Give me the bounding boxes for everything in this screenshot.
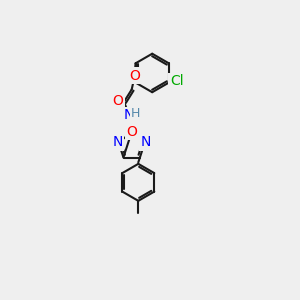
Text: N: N (140, 135, 151, 149)
Text: N: N (112, 135, 123, 149)
Text: Cl: Cl (170, 74, 183, 88)
Text: N: N (123, 108, 134, 122)
Text: O: O (129, 69, 140, 83)
Text: O: O (126, 125, 137, 139)
Text: O: O (112, 94, 123, 108)
Text: H: H (131, 107, 140, 120)
